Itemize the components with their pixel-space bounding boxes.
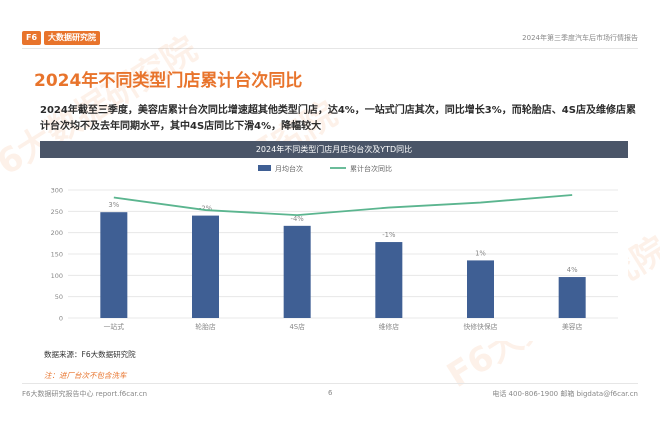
- footnote: 注：进厂台次不包含洗车: [44, 371, 127, 380]
- summary-text: 2024年截至三季度，美容店累计台次同比增速超其他类型门店，达4%，一站式门店其…: [40, 105, 636, 132]
- x-tick-label: 快修快保店: [464, 322, 498, 331]
- bar: [283, 225, 311, 318]
- report-name: 2024年第三季度汽车后市场行情报告: [522, 34, 638, 42]
- y-tick-label: 300: [51, 187, 63, 195]
- y-tick-label: 200: [51, 229, 63, 237]
- data-label: -1%: [382, 231, 396, 239]
- data-label: -4%: [291, 215, 305, 223]
- bar: [467, 260, 494, 318]
- bar: [100, 212, 128, 318]
- bar: [375, 242, 403, 318]
- y-tick-label: 0: [59, 315, 63, 323]
- bar: [192, 215, 219, 318]
- yoy-line: [113, 194, 573, 217]
- page-title: 2024年不同类型门店累计台次同比: [34, 71, 303, 91]
- logo-text: 大数据研究院: [44, 31, 101, 45]
- footer-contact: 电话 400-806-1900 邮箱 bigdata@f6car.cn: [492, 390, 638, 398]
- legend-line-label: 累计台次同比: [350, 164, 392, 173]
- legend-bar-swatch: [258, 165, 271, 171]
- y-tick-label: 50: [55, 293, 63, 301]
- y-tick-label: 250: [51, 208, 63, 216]
- y-tick-label: 100: [51, 272, 63, 280]
- x-tick-label: 4S店: [289, 322, 305, 331]
- top-bar: F6 大数据研究院 2024年第三季度汽车后市场行情报告: [0, 0, 660, 46]
- data-label: 3%: [108, 201, 119, 209]
- data-source: 数据来源：F6大数据研究院: [44, 350, 136, 359]
- bar: [558, 277, 586, 318]
- logo-badge: F6: [22, 31, 42, 45]
- page-number: 6: [328, 389, 333, 397]
- y-tick-label: 150: [51, 251, 63, 259]
- legend-bar-label: 月均台次: [275, 164, 303, 173]
- data-label: -2%: [199, 205, 213, 213]
- data-label: 4%: [567, 266, 578, 274]
- x-tick-label: 轮胎店: [195, 322, 216, 331]
- x-tick-label: 美容店: [562, 322, 583, 331]
- data-label: 1%: [475, 249, 486, 257]
- brand-logo: F6 大数据研究院: [22, 31, 101, 45]
- chart-title: 2024年不同类型门店月店均台次及YTD同比: [40, 141, 628, 158]
- top-divider: [22, 48, 638, 49]
- chart-panel: 2024年不同类型门店月店均台次及YTD同比 0 50 100 150 200 250 30…: [40, 141, 628, 341]
- x-tick-label: 一站式: [104, 322, 125, 331]
- footer-website[interactable]: F6大数据研究报告中心 report.f6car.cn: [22, 390, 148, 398]
- bottom-divider: [22, 383, 638, 384]
- x-tick-label: 维修店: [379, 322, 400, 331]
